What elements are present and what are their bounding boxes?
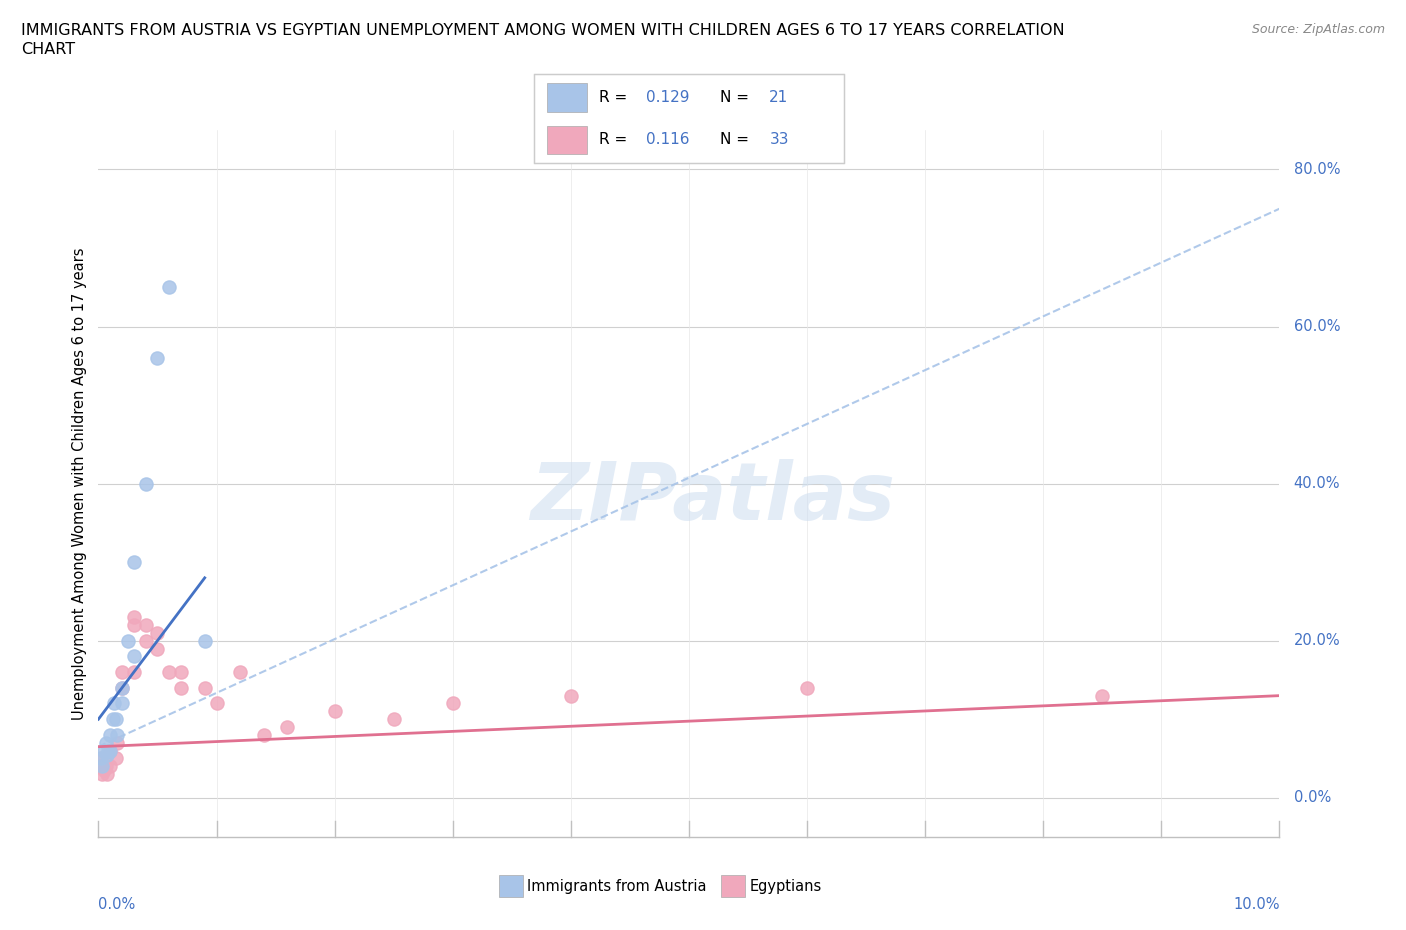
Point (135, 633, 157, 648)
Point (105, 736, 128, 751)
Point (1091, 688, 1114, 703)
Point (253, 727, 276, 742)
Text: Egyptians: Egyptians (749, 879, 821, 894)
Text: 0.129: 0.129 (645, 90, 689, 105)
Point (157, 665, 180, 680)
Point (105, 727, 128, 742)
Point (382, 711, 405, 726)
Text: 0.0%: 0.0% (1294, 790, 1331, 805)
Text: 0.0%: 0.0% (98, 897, 135, 912)
Point (91, 766, 114, 781)
Point (103, 696, 125, 711)
Text: R =: R = (599, 132, 633, 147)
Text: N =: N = (720, 90, 754, 105)
Point (170, 665, 193, 680)
Point (323, 704, 346, 719)
Point (146, 625, 169, 640)
Point (96, 766, 118, 781)
Point (157, 280, 180, 295)
Point (89, 759, 111, 774)
Text: 0.116: 0.116 (645, 132, 689, 147)
Point (146, 351, 169, 365)
Point (111, 681, 134, 696)
Point (122, 618, 145, 632)
Text: Immigrants from Austria: Immigrants from Austria (527, 879, 707, 894)
Point (117, 633, 139, 648)
Point (276, 720, 298, 735)
Point (441, 696, 464, 711)
Point (205, 696, 228, 711)
FancyBboxPatch shape (547, 126, 586, 154)
Text: 40.0%: 40.0% (1294, 476, 1340, 491)
Point (105, 711, 128, 726)
Text: 80.0%: 80.0% (1294, 162, 1340, 177)
Point (111, 665, 134, 680)
Point (135, 476, 157, 491)
Point (93, 763, 115, 777)
Point (101, 711, 124, 726)
Text: 33: 33 (769, 132, 789, 147)
Point (146, 641, 169, 656)
Text: ZIPatlas: ZIPatlas (530, 458, 896, 537)
Point (122, 610, 145, 625)
Text: IMMIGRANTS FROM AUSTRIA VS EGYPTIAN UNEMPLOYMENT AMONG WOMEN WITH CHILDREN AGES : IMMIGRANTS FROM AUSTRIA VS EGYPTIAN UNEM… (21, 23, 1064, 38)
Text: 10.0%: 10.0% (1233, 897, 1279, 912)
Point (122, 649, 145, 664)
Point (98, 743, 121, 758)
Point (91, 759, 114, 774)
Y-axis label: Unemployment Among Women with Children Ages 6 to 17 years: Unemployment Among Women with Children A… (72, 247, 87, 720)
Point (96, 747, 118, 762)
Text: CHART: CHART (21, 42, 75, 57)
Point (97, 743, 120, 758)
Text: 20.0%: 20.0% (1294, 633, 1340, 648)
Text: 60.0%: 60.0% (1294, 319, 1340, 334)
Point (94, 736, 117, 751)
Text: N =: N = (720, 132, 754, 147)
Point (122, 665, 145, 680)
Point (90, 751, 112, 766)
Point (796, 681, 818, 696)
Point (98, 759, 121, 774)
Point (194, 633, 217, 648)
Point (122, 554, 145, 569)
Point (194, 681, 217, 696)
FancyBboxPatch shape (547, 84, 586, 112)
Point (93, 743, 115, 758)
Point (90, 751, 112, 766)
Point (94, 759, 117, 774)
Point (229, 665, 252, 680)
Point (98, 743, 121, 758)
Point (111, 696, 134, 711)
Text: Source: ZipAtlas.com: Source: ZipAtlas.com (1251, 23, 1385, 36)
Point (560, 688, 582, 703)
Text: R =: R = (599, 90, 633, 105)
Point (170, 681, 193, 696)
Point (135, 618, 157, 632)
Point (105, 751, 128, 766)
Point (111, 681, 134, 696)
Text: 21: 21 (769, 90, 789, 105)
Point (98, 727, 121, 742)
